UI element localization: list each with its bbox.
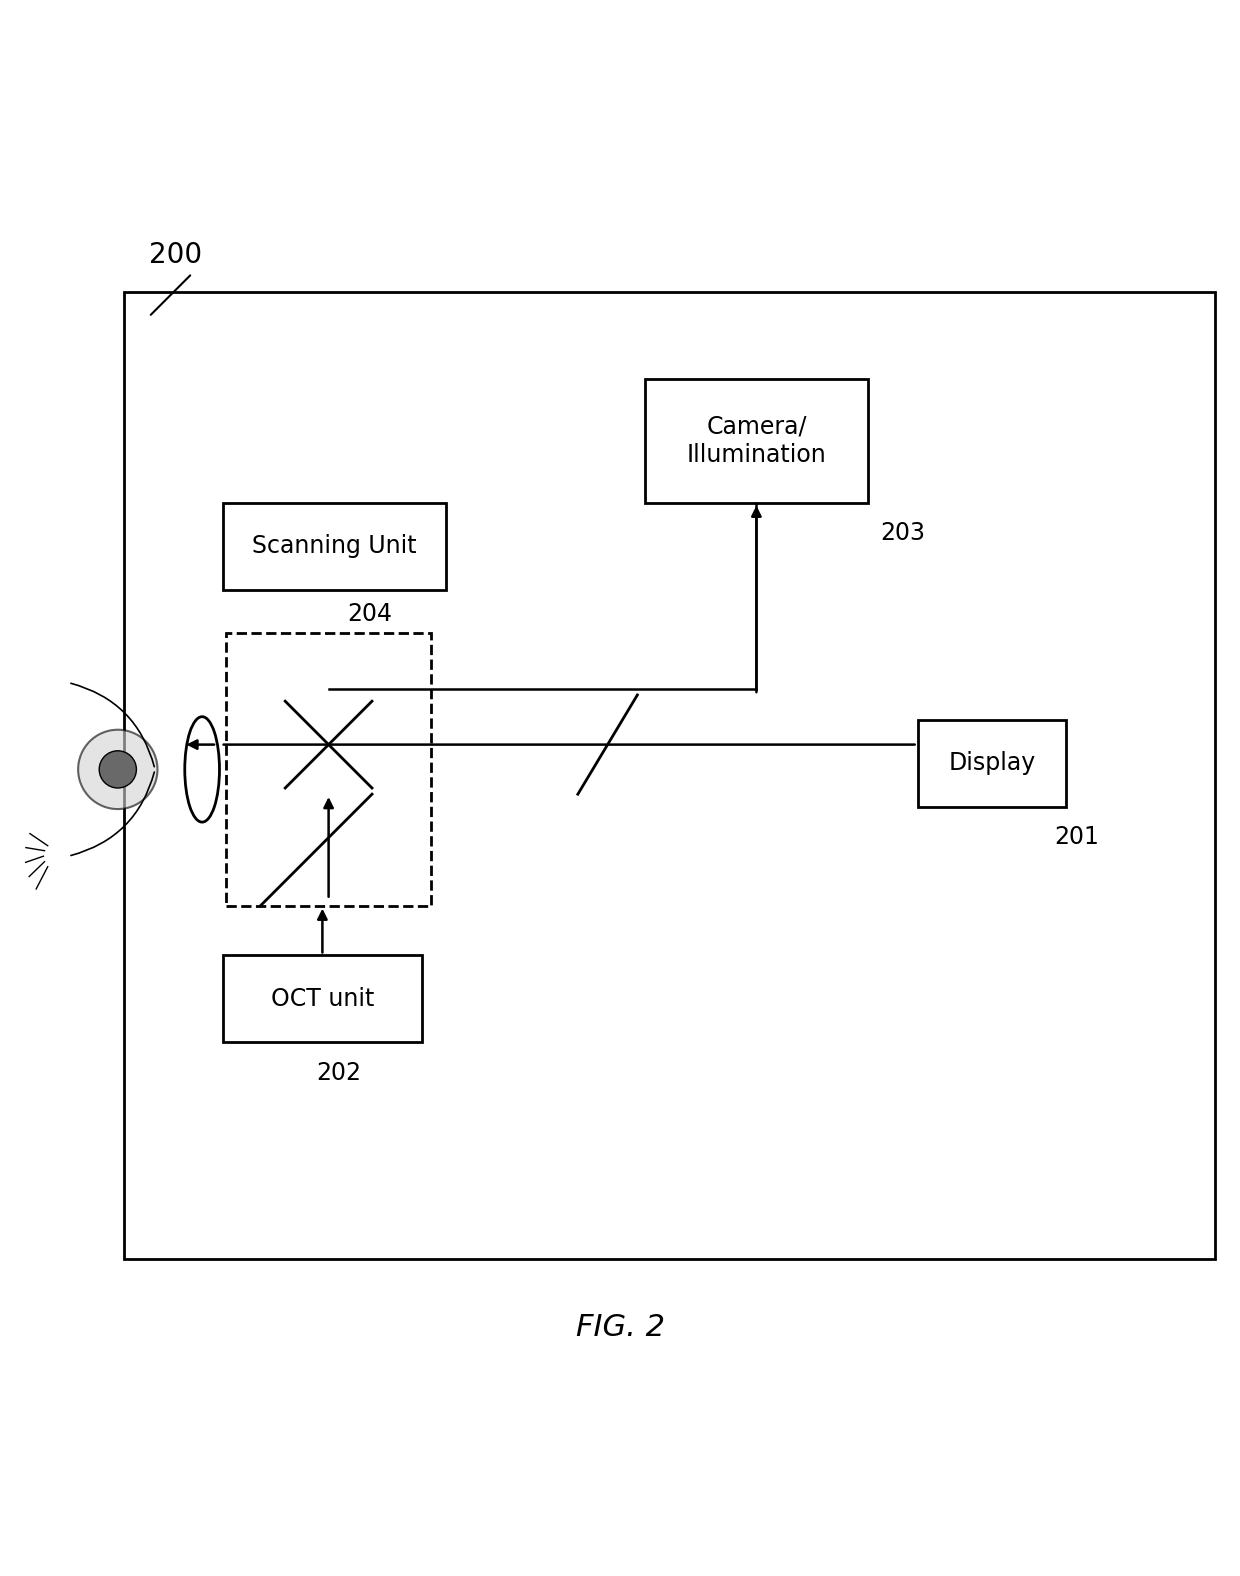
FancyBboxPatch shape xyxy=(223,955,422,1042)
Circle shape xyxy=(99,750,136,788)
Ellipse shape xyxy=(185,717,219,823)
Text: 202: 202 xyxy=(316,1061,361,1084)
Text: 204: 204 xyxy=(347,602,392,626)
FancyBboxPatch shape xyxy=(223,503,446,589)
Text: 200: 200 xyxy=(149,241,202,269)
Text: OCT unit: OCT unit xyxy=(270,987,374,1010)
FancyBboxPatch shape xyxy=(645,378,868,503)
Text: Scanning Unit: Scanning Unit xyxy=(253,534,417,558)
Text: FIG. 2: FIG. 2 xyxy=(575,1313,665,1341)
Text: 201: 201 xyxy=(1054,826,1099,849)
Text: 203: 203 xyxy=(880,522,925,545)
Circle shape xyxy=(78,730,157,808)
FancyBboxPatch shape xyxy=(124,292,1215,1259)
Text: Display: Display xyxy=(949,752,1035,775)
FancyBboxPatch shape xyxy=(918,720,1066,807)
Text: Camera/
Illumination: Camera/ Illumination xyxy=(687,414,826,466)
